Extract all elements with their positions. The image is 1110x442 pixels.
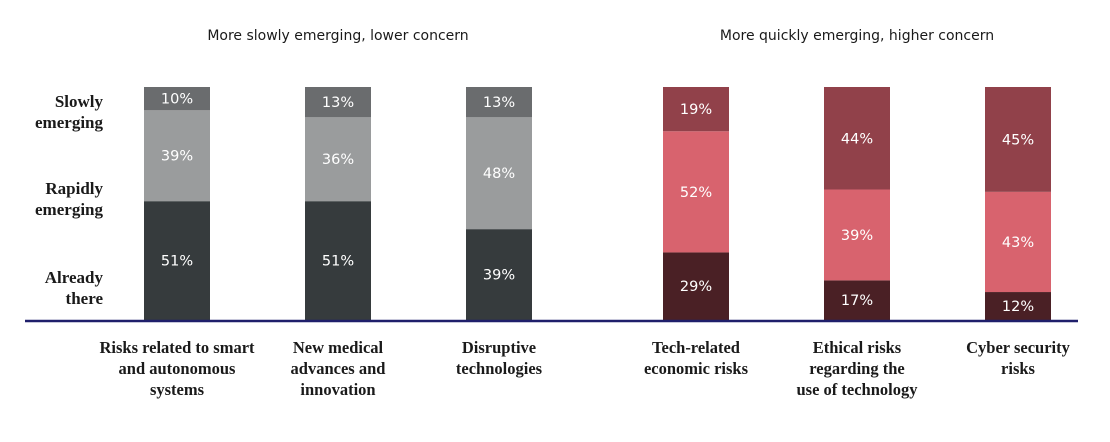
data-label: 45%: [1002, 132, 1034, 148]
y-axis-label: Rapidly: [45, 179, 103, 198]
data-label: 51%: [161, 254, 193, 270]
data-label: 51%: [322, 254, 354, 270]
category-label: advances and: [291, 359, 386, 378]
data-label: 44%: [841, 131, 873, 147]
bar-segment: [985, 191, 1051, 293]
bar-segment: [663, 131, 729, 253]
bar-segment: [663, 252, 729, 320]
data-label: 17%: [841, 293, 873, 309]
bar-segment: [305, 117, 371, 202]
data-label: 36%: [322, 152, 354, 168]
data-label: 43%: [1002, 235, 1034, 251]
category-label: Risks related to smart: [99, 338, 255, 357]
bar-segment: [466, 117, 532, 230]
bar-segment: [824, 280, 890, 320]
category-label: innovation: [300, 380, 375, 399]
bar-segment: [305, 201, 371, 320]
y-axis-label: Slowly: [55, 92, 104, 111]
data-label: 13%: [483, 95, 515, 111]
category-label: use of technology: [797, 380, 919, 399]
bar-segment: [466, 229, 532, 320]
bar-segment: [824, 87, 890, 190]
bar-segment: [466, 87, 532, 118]
y-axis-label: there: [66, 289, 104, 308]
data-label: 48%: [483, 166, 515, 182]
category-label: technologies: [456, 359, 543, 378]
group-title: More slowly emerging, lower concern: [207, 28, 468, 44]
category-label: and autonomous: [119, 359, 236, 378]
category-label: New medical: [293, 338, 384, 357]
category-label: Tech-related: [652, 338, 740, 357]
y-axis-label: emerging: [35, 113, 103, 132]
y-axis-label: Already: [45, 268, 104, 287]
bar-segment: [144, 201, 210, 320]
data-label: 52%: [680, 185, 712, 201]
bar-segment: [824, 189, 890, 281]
y-axis-label: emerging: [35, 200, 103, 219]
category-label: economic risks: [644, 359, 749, 378]
bar-segment: [985, 292, 1051, 320]
group-title: More quickly emerging, higher concern: [720, 28, 994, 44]
category-label: Ethical risks: [813, 338, 902, 357]
bar-segment: [144, 110, 210, 202]
bar-segment: [305, 87, 371, 118]
category-label: regarding the: [809, 359, 904, 378]
data-label: 19%: [680, 102, 712, 118]
data-label: 39%: [161, 149, 193, 165]
data-label: 10%: [161, 92, 193, 108]
category-label: Cyber security: [966, 338, 1070, 357]
data-label: 12%: [1002, 299, 1034, 315]
data-label: 13%: [322, 95, 354, 111]
bar-segment: [663, 87, 729, 132]
category-label: Disruptive: [462, 338, 536, 357]
bar-segment: [144, 87, 210, 111]
bar-segment: [985, 87, 1051, 192]
data-label: 29%: [680, 279, 712, 295]
category-label: risks: [1001, 359, 1036, 378]
data-label: 39%: [841, 228, 873, 244]
category-label: systems: [150, 380, 205, 399]
data-label: 39%: [483, 268, 515, 284]
